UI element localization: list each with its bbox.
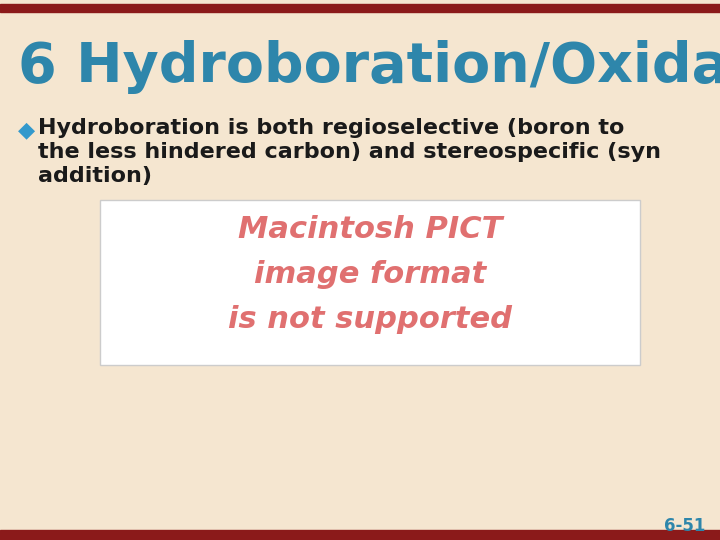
- Text: Hydroboration is both regioselective (boron to: Hydroboration is both regioselective (bo…: [38, 118, 624, 138]
- Bar: [0, 530, 720, 540]
- Text: image format: image format: [254, 260, 486, 289]
- Text: ◆: ◆: [18, 120, 35, 140]
- Text: 6 Hydroboration/Oxidation: 6 Hydroboration/Oxidation: [18, 40, 720, 94]
- FancyBboxPatch shape: [100, 200, 640, 365]
- Text: Macintosh PICT: Macintosh PICT: [238, 215, 502, 244]
- Text: 6-51: 6-51: [664, 517, 705, 535]
- Text: addition): addition): [38, 166, 152, 186]
- Bar: [0, 4, 720, 12]
- Text: is not supported: is not supported: [228, 305, 512, 334]
- Text: the less hindered carbon) and stereospecific (syn: the less hindered carbon) and stereospec…: [38, 142, 661, 162]
